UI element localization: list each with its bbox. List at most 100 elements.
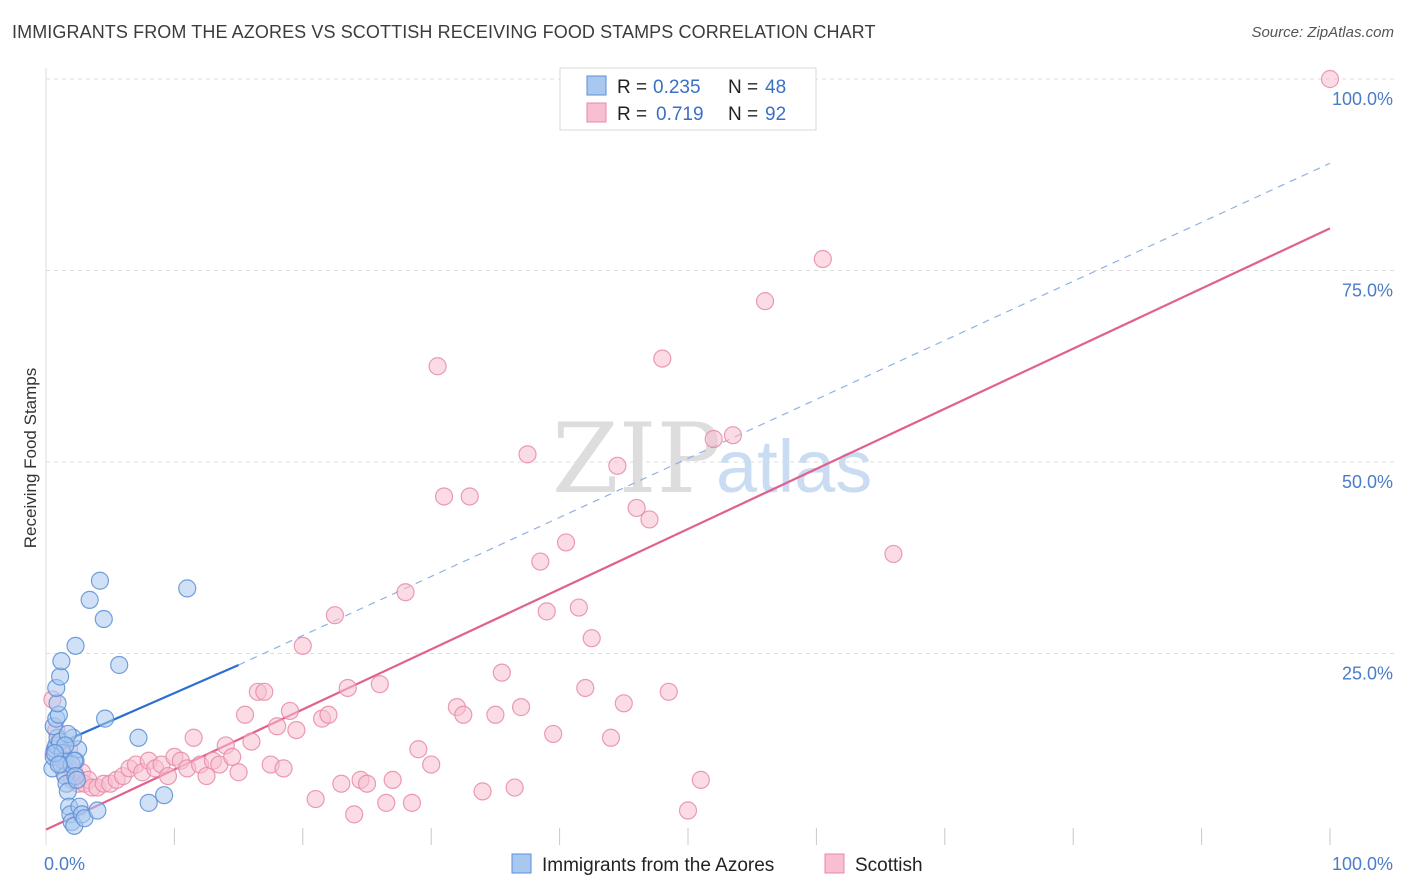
watermark-zip: ZIP: [552, 403, 721, 515]
correlation-legend: R = 0.235 N = 48 R = 0.719 N = 92: [559, 67, 817, 131]
point-scottish: [293, 636, 312, 655]
point-azores: [49, 755, 68, 774]
point-scottish: [569, 598, 588, 617]
y-tick-label: 75.0%: [1342, 281, 1393, 301]
bottom-legend-swatch-azores: [511, 853, 532, 874]
point-scottish: [691, 770, 710, 789]
point-azores: [67, 770, 86, 789]
point-scottish: [627, 498, 646, 518]
point-scottish: [460, 487, 479, 506]
point-azores: [52, 652, 71, 671]
legend-swatch-azores: [586, 75, 607, 96]
trend-line-scottish: [45, 227, 1331, 831]
legend-n-label-azores: N =: [728, 77, 758, 98]
legend-n-value-scottish: 92: [765, 104, 786, 125]
point-azores: [139, 793, 158, 812]
point-azores: [178, 579, 197, 598]
point-scottish: [280, 701, 300, 721]
point-azores: [95, 709, 115, 728]
point-scottish: [582, 629, 601, 648]
legend-r-value-azores: 0.235: [653, 77, 701, 98]
point-scottish: [678, 801, 698, 820]
point-scottish: [345, 805, 364, 824]
point-azores: [155, 786, 174, 805]
bottom-legend-label-scottish: Scottish: [855, 855, 923, 876]
watermark-atlas: atlas: [716, 425, 872, 508]
x-tick-label-end: 100.0%: [1332, 854, 1393, 874]
point-scottish: [396, 583, 415, 602]
bottom-legend-swatch-scottish: [824, 853, 845, 874]
gridlines: [46, 78, 1394, 654]
y-axis-label: Receiving Food Stamps: [21, 368, 40, 548]
point-scottish: [422, 755, 441, 774]
point-azores: [65, 751, 84, 770]
point-azores: [110, 655, 129, 675]
axes: [45, 68, 1331, 845]
data-points: [43, 69, 1340, 835]
point-scottish: [428, 357, 447, 376]
point-scottish: [511, 698, 531, 717]
y-tick-label: 100.0%: [1332, 89, 1393, 109]
y-tick-labels: 25.0% 50.0% 75.0% 100.0%: [1332, 89, 1393, 684]
point-scottish: [544, 724, 563, 744]
point-azores: [88, 801, 107, 820]
point-scottish: [434, 487, 454, 506]
point-scottish: [197, 766, 216, 786]
point-scottish: [158, 766, 178, 786]
x-tick-labels: 0.0% 100.0%: [44, 854, 1393, 874]
y-tick-label: 25.0%: [1342, 664, 1393, 684]
point-scottish: [409, 740, 428, 759]
legend-swatch-scottish: [586, 102, 607, 123]
point-scottish: [531, 552, 550, 571]
point-scottish: [755, 292, 775, 311]
point-scottish: [357, 774, 377, 793]
point-scottish: [813, 249, 832, 269]
source-label: Source: ZipAtlas.com: [1251, 24, 1394, 41]
point-azores: [90, 571, 110, 590]
point-scottish: [332, 774, 351, 793]
x-tick-label-start: 0.0%: [44, 854, 85, 874]
point-scottish: [319, 705, 338, 724]
legend-r-label-scottish: R =: [617, 104, 647, 125]
y-tick-label: 50.0%: [1342, 472, 1393, 492]
point-scottish: [1320, 69, 1340, 89]
point-scottish: [614, 694, 633, 713]
point-scottish: [601, 728, 621, 747]
bottom-legend-label-azores: Immigrants from the Azores: [542, 855, 774, 876]
point-azores: [66, 636, 85, 655]
legend-n-value-azores: 48: [765, 77, 786, 98]
legend-n-label-scottish: N =: [728, 104, 758, 125]
series-legend: Immigrants from the Azores Scottish: [511, 853, 923, 876]
point-scottish: [325, 606, 344, 625]
point-scottish: [402, 793, 422, 812]
point-scottish: [255, 682, 274, 701]
point-scottish: [486, 705, 505, 724]
trend-line-azores-extrapolated: [238, 162, 1331, 666]
chart-title: IMMIGRANTS FROM THE AZORES VS SCOTTISH R…: [12, 22, 876, 42]
point-scottish: [537, 602, 556, 621]
point-scottish: [377, 793, 396, 812]
point-azores: [51, 667, 70, 686]
point-azores: [80, 590, 99, 609]
legend-r-value-scottish: 0.719: [656, 104, 704, 125]
point-scottish: [704, 429, 723, 449]
point-scottish: [640, 510, 659, 529]
point-scottish: [884, 544, 903, 564]
point-scottish: [306, 789, 325, 809]
point-scottish: [454, 705, 473, 724]
point-scottish: [274, 759, 293, 778]
point-scottish: [576, 678, 595, 698]
point-scottish: [608, 456, 627, 475]
point-scottish: [268, 717, 287, 736]
point-scottish: [383, 770, 402, 789]
point-azores: [94, 609, 113, 629]
point-scottish: [184, 728, 203, 747]
point-scottish: [223, 747, 242, 767]
point-scottish: [492, 663, 511, 682]
point-scottish: [659, 682, 678, 701]
point-scottish: [723, 426, 743, 445]
point-scottish: [653, 349, 672, 368]
legend-r-label-azores: R =: [617, 77, 647, 98]
point-scottish: [338, 678, 357, 698]
